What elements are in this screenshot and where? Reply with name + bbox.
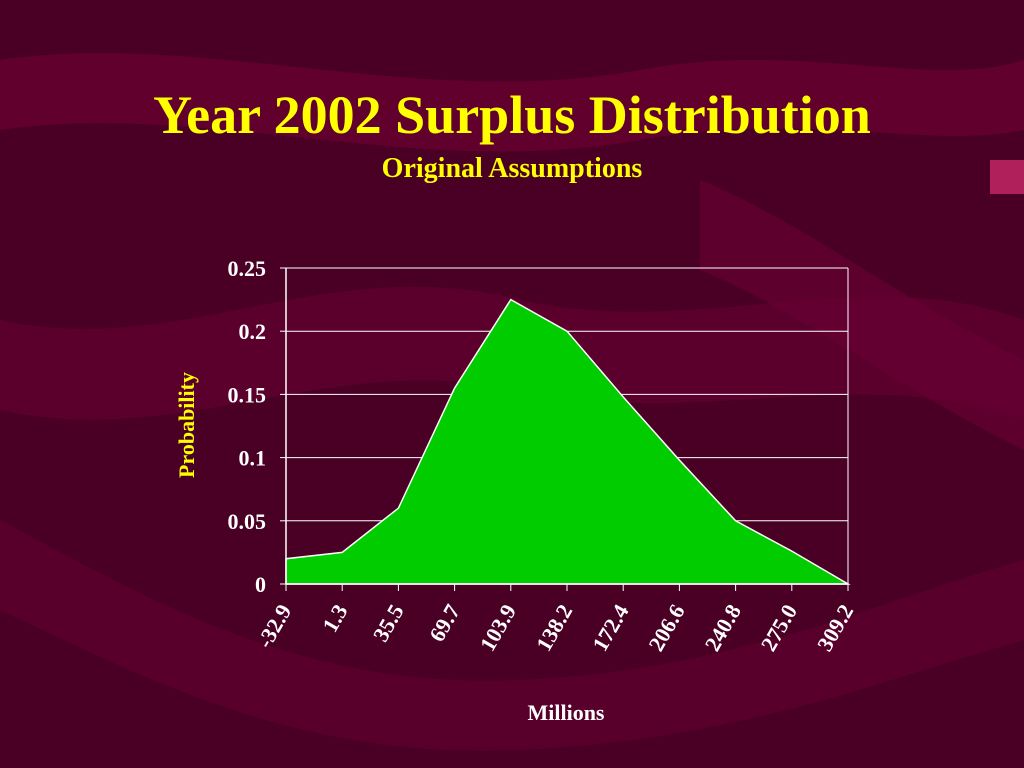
y-tick-label: 0 xyxy=(255,572,266,597)
slide-subtitle: Original Assumptions xyxy=(381,153,643,184)
slide-title: Year 2002 Surplus Distribution xyxy=(153,85,871,145)
background-swoosh-right xyxy=(700,180,1024,450)
background-swoosh-top xyxy=(0,53,1024,152)
x-tick-label: 103.9 xyxy=(475,600,521,655)
background-swoosh-lower xyxy=(0,520,1024,751)
x-tick-label: 240.8 xyxy=(700,600,746,655)
slide-accent-tab xyxy=(990,160,1024,194)
y-axis-label: Probability xyxy=(174,372,199,478)
x-axis-label: Millions xyxy=(527,700,604,725)
y-tick-label: 0.15 xyxy=(228,382,267,407)
x-axis-ticks: -32.9 1.3 35.5 69.7 103.9 138.2 172.4 206.6 240.… xyxy=(252,584,858,655)
y-tick-label: 0.2 xyxy=(239,319,267,344)
y-tick-label: 0.25 xyxy=(228,256,267,281)
y-tick-label: 0.05 xyxy=(228,509,267,534)
x-tick-label: 275.0 xyxy=(756,600,802,655)
x-tick-label: 35.5 xyxy=(368,600,409,646)
x-tick-label: -32.9 xyxy=(252,600,297,652)
x-tick-label: 172.4 xyxy=(587,600,633,655)
x-tick-label: 206.6 xyxy=(643,600,689,655)
probability-area xyxy=(285,298,851,585)
y-axis-ticks: 0 0.05 0.1 0.15 0.2 0.25 xyxy=(228,256,286,597)
x-tick-label: 138.2 xyxy=(531,600,577,655)
x-tick-label: 309.2 xyxy=(812,600,858,655)
y-tick-label: 0.1 xyxy=(239,446,267,471)
x-tick-label: 69.7 xyxy=(424,600,465,646)
x-tick-label: 1.3 xyxy=(317,600,352,636)
